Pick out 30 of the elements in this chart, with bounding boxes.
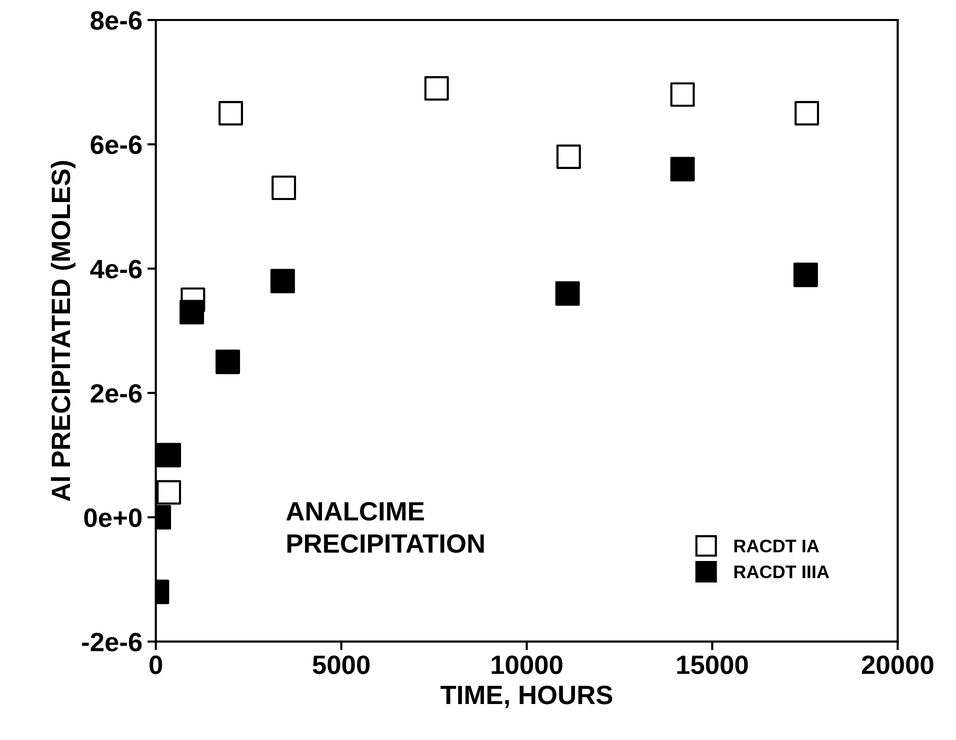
- point: [670, 156, 695, 182]
- annotation: ANALCIME PRECIPITATION: [286, 502, 484, 553]
- point: [156, 442, 182, 468]
- y-tick-label: 8e-6: [90, 11, 142, 30]
- legend-label: RACDT IA: [734, 540, 819, 552]
- y-tick-label: 6e-6: [90, 135, 142, 154]
- x-tick-label: 10000: [492, 655, 562, 674]
- x-tick-label: 20000: [862, 655, 934, 674]
- x-axis-title: TIME, HOURS: [440, 686, 612, 708]
- point: [555, 281, 580, 306]
- y-tick-label: 2e-6: [90, 384, 142, 403]
- point: [272, 176, 296, 200]
- point: [218, 100, 243, 126]
- point: [794, 100, 820, 126]
- point: [216, 350, 240, 374]
- point: [270, 268, 295, 294]
- y-tick-label: 0e+0: [84, 508, 142, 528]
- x-tick-label: 15000: [677, 655, 748, 674]
- legend-label: RACDT IIIA: [734, 565, 830, 578]
- point: [556, 144, 581, 169]
- point: [180, 300, 204, 324]
- y-axis-title: Al PRECIPITATED (MOLES): [50, 161, 76, 502]
- point: [156, 480, 182, 505]
- y-tick-label: -2e-6: [82, 632, 142, 652]
- x-tick-label: 0: [150, 655, 162, 674]
- x-tick-label: 5000: [312, 655, 370, 674]
- y-tick-label: 4e-6: [90, 260, 142, 278]
- point: [793, 262, 818, 288]
- point: [424, 76, 449, 101]
- point: [670, 82, 695, 107]
